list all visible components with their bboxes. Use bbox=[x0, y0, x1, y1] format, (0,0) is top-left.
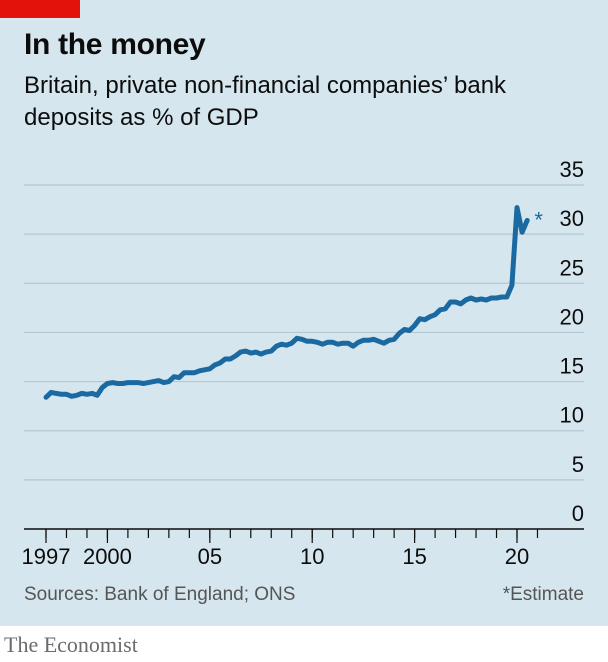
x-tick-label: 05 bbox=[198, 544, 222, 569]
x-axis: 1997 2000 05 10 15 20 bbox=[22, 529, 539, 569]
y-tick-label: 5 bbox=[572, 452, 584, 477]
x-tick-label: 20 bbox=[505, 544, 529, 569]
y-tick-label: 0 bbox=[572, 501, 584, 526]
x-tick-label: 10 bbox=[300, 544, 324, 569]
y-tick-label: 30 bbox=[560, 206, 584, 231]
chart-title: In the money bbox=[24, 28, 206, 61]
x-tick-label: 1997 bbox=[22, 544, 71, 569]
estimate-asterisk: * bbox=[534, 207, 543, 232]
y-tick-label: 25 bbox=[560, 255, 584, 280]
x-tick-label: 2000 bbox=[83, 544, 132, 569]
gridlines bbox=[24, 184, 584, 530]
brand-logo: The Economist bbox=[4, 632, 138, 657]
y-tick-label: 35 bbox=[560, 157, 584, 182]
y-tick-label: 20 bbox=[560, 304, 584, 329]
sources-note: Sources: Bank of England; ONS bbox=[24, 584, 296, 605]
y-tick-label: 15 bbox=[560, 354, 584, 379]
chart-subtitle: Britain, private non-financial companies… bbox=[24, 72, 507, 131]
brand-red-tag bbox=[0, 0, 80, 18]
estimate-note: *Estimate bbox=[502, 584, 584, 605]
x-tick-label: 15 bbox=[402, 544, 426, 569]
y-tick-label: 10 bbox=[560, 403, 584, 428]
series-layer: * bbox=[43, 205, 543, 400]
brand-strip: The Economist bbox=[0, 626, 608, 662]
series-line bbox=[43, 205, 530, 400]
y-axis: 0 5 10 15 20 25 30 35 bbox=[560, 157, 584, 526]
